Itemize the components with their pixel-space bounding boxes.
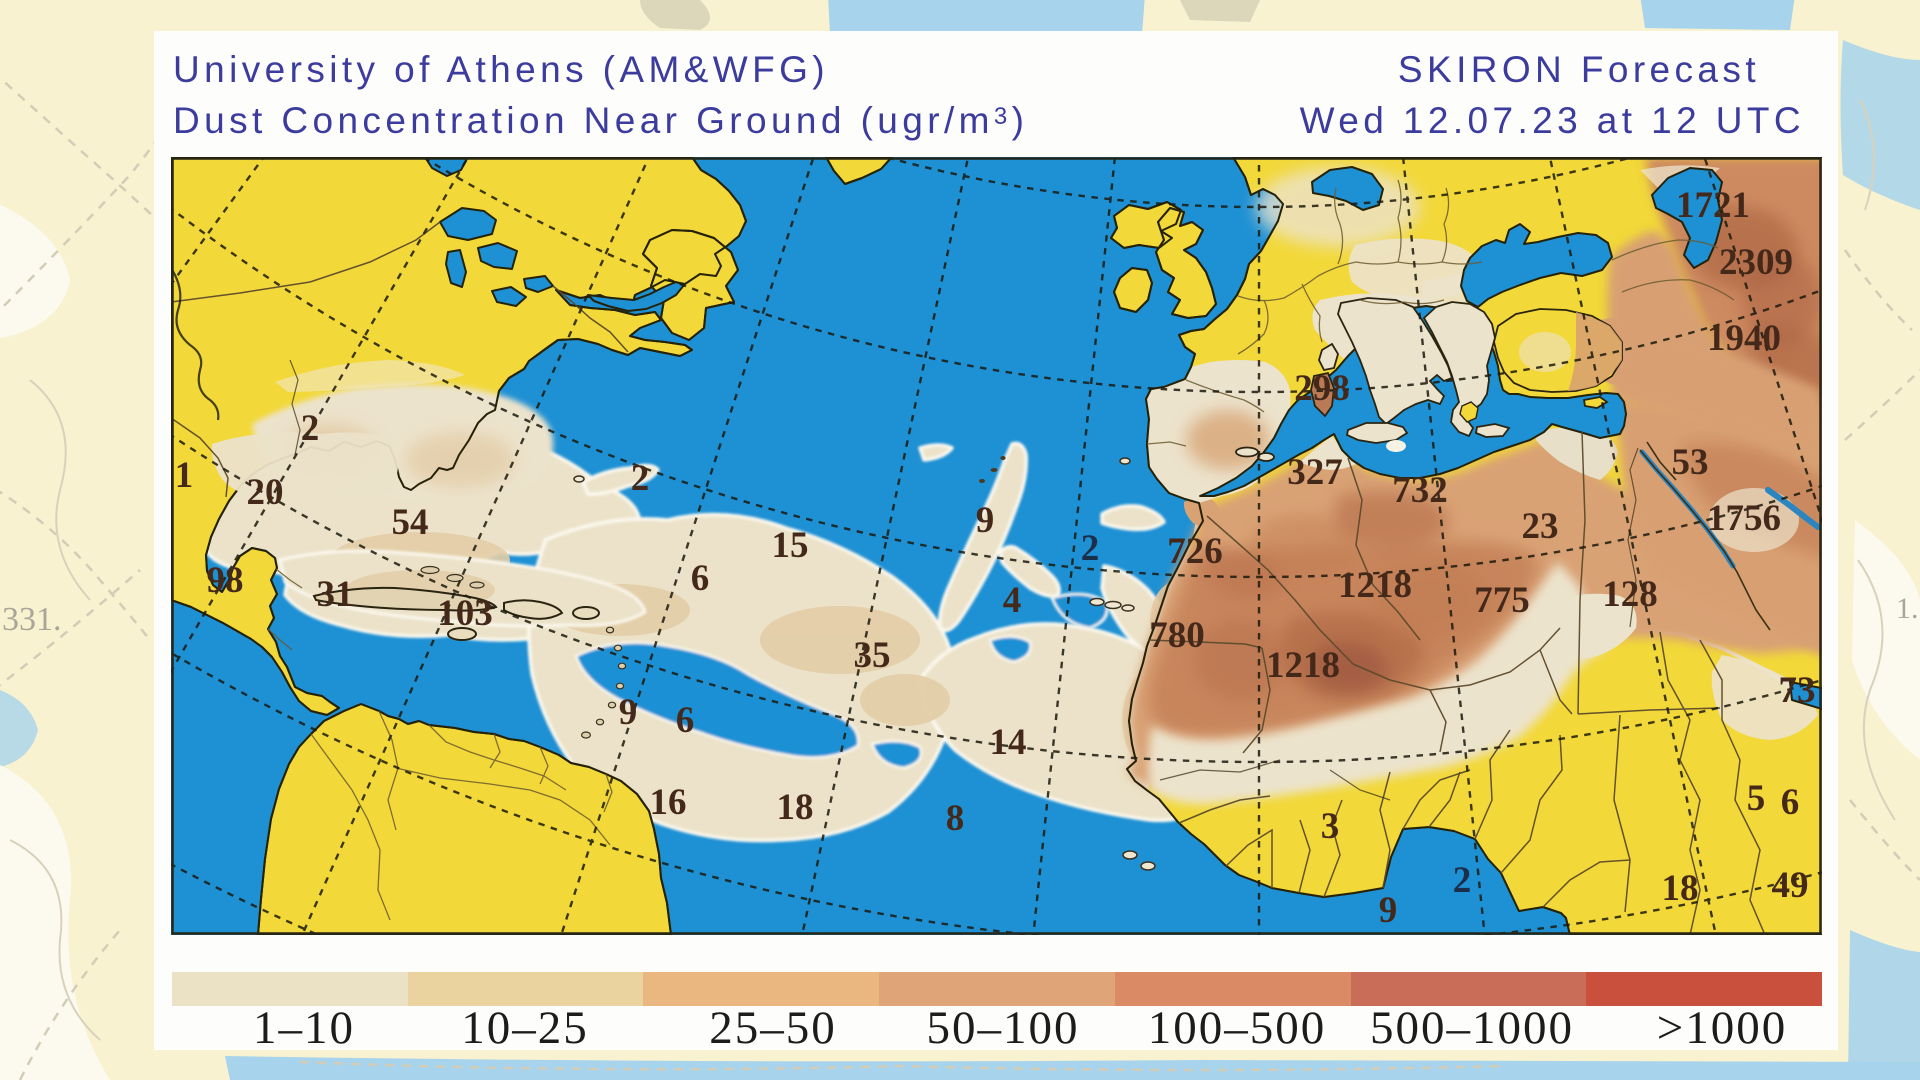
svg-text:732: 732 [1392,470,1448,511]
svg-text:49: 49 [1772,865,1809,906]
svg-text:5: 5 [1747,778,1766,819]
svg-text:1: 1 [175,455,194,496]
svg-text:23: 23 [1522,506,1559,547]
svg-text:98: 98 [207,560,244,601]
svg-text:15: 15 [772,525,809,566]
svg-text:327: 327 [1287,452,1343,493]
svg-text:1218: 1218 [1338,565,1412,606]
svg-text:1756: 1756 [1707,498,1781,539]
svg-text:18: 18 [777,787,814,828]
svg-text:780: 780 [1149,615,1205,656]
svg-text:9: 9 [976,500,995,541]
svg-text:775: 775 [1474,580,1530,621]
svg-text:331.: 331. [2,601,62,638]
svg-text:1940: 1940 [1707,318,1781,359]
svg-text:14: 14 [990,722,1027,763]
svg-text:2: 2 [631,458,650,499]
svg-text:1218: 1218 [1266,645,1340,686]
svg-text:6: 6 [1781,782,1800,823]
svg-text:35: 35 [854,635,891,676]
svg-text:54: 54 [392,502,429,543]
svg-text:6: 6 [691,558,710,599]
svg-text:726: 726 [1167,531,1223,572]
svg-text:9: 9 [1379,890,1398,931]
svg-text:6: 6 [676,700,695,741]
svg-text:20: 20 [247,472,284,513]
svg-text:2: 2 [1453,860,1472,901]
svg-text:16: 16 [650,782,687,823]
svg-text:1721: 1721 [1676,185,1750,226]
svg-text:9: 9 [619,692,638,733]
svg-text:128: 128 [1602,574,1658,615]
svg-text:31: 31 [317,574,354,615]
svg-text:73: 73 [1779,670,1816,711]
svg-text:18: 18 [1662,868,1699,909]
svg-text:8: 8 [946,798,965,839]
svg-text:2: 2 [1081,528,1100,569]
svg-text:4: 4 [1003,580,1022,621]
svg-text:53: 53 [1672,442,1709,483]
svg-text:103: 103 [437,593,493,634]
svg-text:2309: 2309 [1719,242,1793,283]
svg-text:298: 298 [1294,368,1350,409]
svg-text:2: 2 [301,408,320,449]
svg-text:1.: 1. [1896,592,1919,625]
svg-text:3: 3 [1321,806,1340,847]
